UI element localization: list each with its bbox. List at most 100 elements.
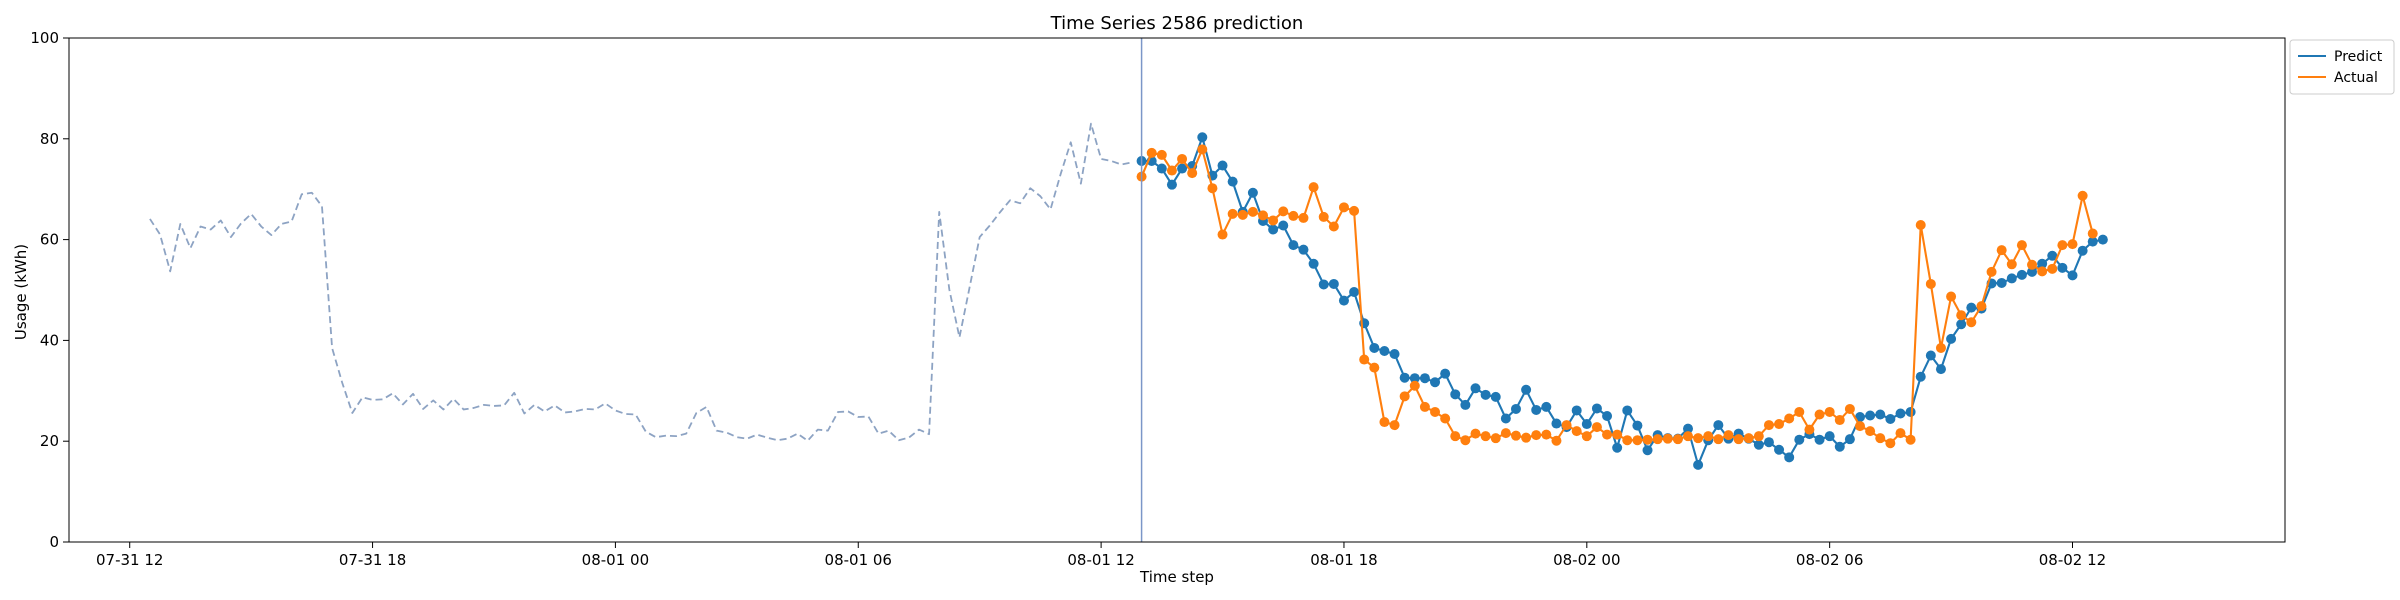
- data-point-prediction: [1328, 278, 1339, 289]
- data-point-actual: [1652, 434, 1663, 445]
- data-point-actual: [1966, 317, 1977, 328]
- data-point-actual: [1531, 430, 1542, 441]
- data-point-actual: [1996, 245, 2007, 256]
- data-point-actual: [1450, 431, 1461, 442]
- data-point-prediction: [2057, 262, 2068, 273]
- data-point-prediction: [2087, 236, 2098, 247]
- data-point-prediction: [1642, 445, 1653, 456]
- data-point-prediction: [1419, 373, 1430, 384]
- series-line-prediction: [1141, 136, 2104, 466]
- data-point-actual: [1581, 431, 1592, 442]
- data-point-prediction: [1753, 439, 1764, 450]
- data-point-prediction: [1581, 419, 1592, 430]
- data-point-actual: [1409, 380, 1420, 391]
- data-point-actual: [1440, 413, 1451, 424]
- data-point-actual: [1166, 165, 1177, 176]
- data-point-prediction: [1510, 403, 1521, 414]
- data-point-prediction: [1490, 391, 1501, 402]
- y-tick-label: 80: [40, 130, 59, 148]
- data-point-prediction: [1571, 405, 1582, 416]
- data-point-prediction: [1349, 287, 1360, 298]
- data-point-prediction: [2037, 258, 2048, 269]
- data-point-prediction: [1531, 404, 1542, 415]
- data-point-actual: [1935, 342, 1946, 353]
- data-point-actual: [1561, 420, 1572, 431]
- legend-box: [2289, 39, 2395, 95]
- data-point-prediction: [1156, 163, 1167, 174]
- data-point-actual: [1369, 362, 1380, 373]
- data-point-prediction: [1763, 437, 1774, 448]
- data-point-actual: [1895, 428, 1906, 439]
- series-line-history: [149, 122, 1132, 442]
- data-point-actual: [1258, 210, 1269, 221]
- data-point-actual: [1804, 424, 1815, 435]
- data-point-actual: [1672, 434, 1683, 445]
- data-point-actual: [1753, 431, 1764, 442]
- data-point-prediction: [1925, 350, 1936, 361]
- plot-area: [149, 38, 2108, 542]
- x-tick-label: 08-02 00: [1553, 551, 1620, 569]
- data-point-prediction: [1844, 434, 1855, 445]
- data-point-actual: [1207, 183, 1218, 194]
- data-point-prediction: [2077, 245, 2088, 256]
- y-tick-label: 60: [40, 231, 59, 249]
- data-point-actual: [1399, 391, 1410, 402]
- data-point-prediction: [1612, 442, 1623, 453]
- data-point-actual: [1510, 430, 1521, 441]
- data-point-actual: [1733, 434, 1744, 445]
- data-point-prediction: [1834, 441, 1845, 452]
- data-point-actual: [1956, 310, 1967, 321]
- data-point-actual: [1541, 429, 1552, 440]
- x-tick-label: 08-01 18: [1310, 551, 1377, 569]
- data-point-actual: [1349, 205, 1360, 216]
- data-point-prediction: [1470, 383, 1481, 394]
- data-point-actual: [1865, 426, 1876, 437]
- data-point-actual: [1419, 401, 1430, 412]
- data-point-prediction: [2097, 234, 2108, 245]
- data-point-actual: [2016, 240, 2027, 251]
- data-point-actual: [1986, 266, 1997, 277]
- data-point-prediction: [1966, 302, 1977, 313]
- data-point-prediction: [1338, 295, 1349, 306]
- y-tick-label: 100: [30, 29, 59, 47]
- data-point-actual: [1743, 433, 1754, 444]
- data-point-prediction: [1622, 405, 1633, 416]
- data-point-actual: [1622, 435, 1633, 446]
- y-tick-label: 20: [40, 432, 59, 450]
- data-point-actual: [1946, 291, 1957, 302]
- data-point-actual: [1227, 208, 1238, 219]
- legend-label-actual: Actual: [2334, 70, 2378, 86]
- data-point-actual: [1642, 434, 1653, 445]
- data-point-actual: [1359, 354, 1370, 365]
- data-point-actual: [1723, 430, 1734, 441]
- data-point-actual: [1632, 435, 1643, 446]
- data-point-prediction: [1288, 240, 1299, 251]
- data-point-actual: [1683, 431, 1693, 442]
- data-point-actual: [1602, 429, 1613, 440]
- data-point-prediction: [1774, 444, 1785, 455]
- y-tick-label: 40: [40, 331, 59, 349]
- data-point-prediction: [1824, 431, 1835, 442]
- data-point-actual: [1693, 433, 1704, 444]
- data-point-prediction: [1197, 132, 1208, 143]
- data-point-actual: [1824, 406, 1835, 417]
- data-point-actual: [2037, 266, 2048, 277]
- data-point-actual: [2077, 190, 2088, 201]
- y-axis-label: Usage (kWh): [12, 244, 30, 340]
- data-point-prediction: [1389, 349, 1400, 360]
- data-point-prediction: [1399, 372, 1410, 383]
- data-point-actual: [1612, 429, 1623, 440]
- data-point-actual: [1197, 144, 1208, 155]
- data-point-prediction: [1379, 345, 1390, 356]
- data-point-actual: [2087, 228, 2098, 239]
- x-tick-label: 08-01 00: [582, 551, 649, 569]
- data-point-actual: [1844, 403, 1855, 414]
- data-point-actual: [1470, 428, 1481, 439]
- data-point-prediction: [1440, 368, 1451, 379]
- data-point-actual: [1662, 433, 1673, 444]
- data-point-actual: [1187, 168, 1198, 179]
- data-point-prediction: [1632, 420, 1643, 431]
- data-point-actual: [1177, 153, 1188, 164]
- data-point-actual: [1521, 432, 1532, 443]
- data-point-prediction: [1450, 389, 1461, 400]
